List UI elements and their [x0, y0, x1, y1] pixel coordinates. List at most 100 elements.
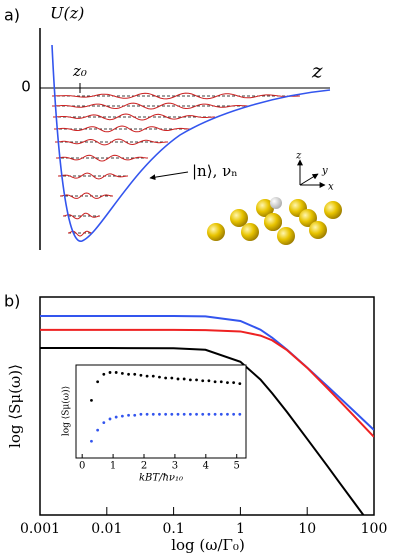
- x-tick-label: 1: [236, 521, 245, 537]
- point: [151, 374, 155, 378]
- point: [232, 412, 236, 416]
- inset-x-tick-label: 2: [141, 461, 147, 472]
- wavefunction: [55, 138, 168, 146]
- axis-x: x: [328, 182, 334, 193]
- point: [96, 428, 100, 432]
- x-tick-label: 0.01: [91, 521, 122, 537]
- wavefunctions: [51, 92, 301, 237]
- potential-curve: [51, 44, 331, 242]
- point: [219, 380, 223, 384]
- point: [176, 377, 180, 381]
- point: [108, 371, 112, 374]
- arrow: [149, 171, 189, 181]
- atom: [241, 223, 259, 241]
- point: [145, 374, 149, 378]
- wavefunction: [63, 212, 100, 220]
- axis-y: y: [321, 166, 328, 177]
- point: [108, 417, 112, 421]
- point: [207, 412, 211, 416]
- point: [213, 380, 217, 384]
- point: [238, 382, 242, 385]
- point: [158, 375, 161, 379]
- point: [139, 412, 143, 416]
- wavefunction: [68, 230, 92, 237]
- z0-label: z₀: [72, 62, 87, 80]
- wavefunction: [51, 92, 301, 100]
- panel-label: b): [4, 292, 20, 311]
- atom: [207, 223, 225, 241]
- point: [127, 372, 130, 376]
- inset-y-label: log ⟨Sμ(ω)⟩: [61, 386, 72, 436]
- x-axis-label: log (ω/Γ₀): [171, 536, 245, 554]
- point: [170, 376, 174, 380]
- point: [226, 381, 229, 385]
- point: [102, 421, 106, 425]
- point: [96, 380, 100, 384]
- wavefunction: [52, 102, 250, 110]
- panel-b: b) log (ω/Γ₀) log ⟨Sμ(ω)⟩ kBT/ħν₁₀ log ⟨…: [4, 292, 387, 555]
- x-tick-label: 10: [298, 521, 316, 537]
- point: [164, 412, 168, 416]
- point: [182, 412, 186, 416]
- inset-x-tick-label: 0: [79, 461, 85, 472]
- panel-label: a): [4, 6, 20, 25]
- zero-label: 0: [21, 78, 31, 96]
- point: [219, 412, 223, 416]
- inset-x-tick-label: 3: [172, 461, 178, 472]
- wavefunction: [60, 192, 113, 199]
- state-label: |n⟩, νₙ: [192, 162, 238, 180]
- point: [164, 376, 168, 380]
- wavefunction: [53, 113, 215, 121]
- point: [120, 414, 124, 418]
- point: [114, 371, 118, 374]
- x-tick-label: 100: [361, 521, 388, 537]
- adsorbate: [270, 197, 282, 209]
- point: [170, 412, 174, 416]
- point: [133, 372, 137, 376]
- atom: [277, 227, 295, 245]
- point: [145, 412, 149, 416]
- wavefunction: [58, 172, 128, 180]
- wavefunction: [56, 154, 148, 162]
- point: [127, 413, 130, 417]
- point: [207, 379, 211, 383]
- point: [195, 412, 198, 416]
- point: [188, 412, 192, 416]
- point: [133, 413, 137, 417]
- point: [182, 377, 186, 381]
- axis-z: z: [295, 151, 302, 162]
- point: [188, 378, 192, 382]
- point: [226, 412, 229, 416]
- atom: [309, 221, 327, 239]
- point: [201, 412, 205, 416]
- point: [213, 412, 217, 416]
- surface-atoms: [207, 197, 342, 245]
- point: [201, 379, 205, 383]
- point: [195, 378, 198, 382]
- x-tick-label: 0.1: [162, 521, 184, 537]
- y-axis-label: log ⟨Sμ(ω)⟩: [6, 364, 24, 448]
- point: [158, 412, 161, 416]
- plot-area: [40, 314, 374, 515]
- inset-x-tick-label: 4: [203, 461, 209, 472]
- x-axis-label: z: [311, 59, 323, 83]
- wavefunction: [54, 125, 190, 133]
- point: [90, 398, 93, 402]
- point: [120, 371, 124, 375]
- series-line: [40, 347, 365, 515]
- series-line: [40, 314, 374, 431]
- point: [151, 412, 155, 416]
- x-tick-label: 0.001: [20, 521, 60, 537]
- plot-frame: [39, 296, 375, 516]
- point: [238, 412, 242, 416]
- atom: [324, 201, 342, 219]
- inset-x-label: kBT/ħν₁₀: [139, 473, 183, 484]
- point: [176, 412, 180, 416]
- point: [114, 415, 118, 419]
- y-axis-label: U(z): [50, 4, 84, 23]
- inset-x-tick-label: 1: [110, 461, 116, 472]
- atom: [264, 213, 282, 231]
- inset-x-tick-label: 5: [234, 461, 240, 472]
- atom: [299, 209, 317, 227]
